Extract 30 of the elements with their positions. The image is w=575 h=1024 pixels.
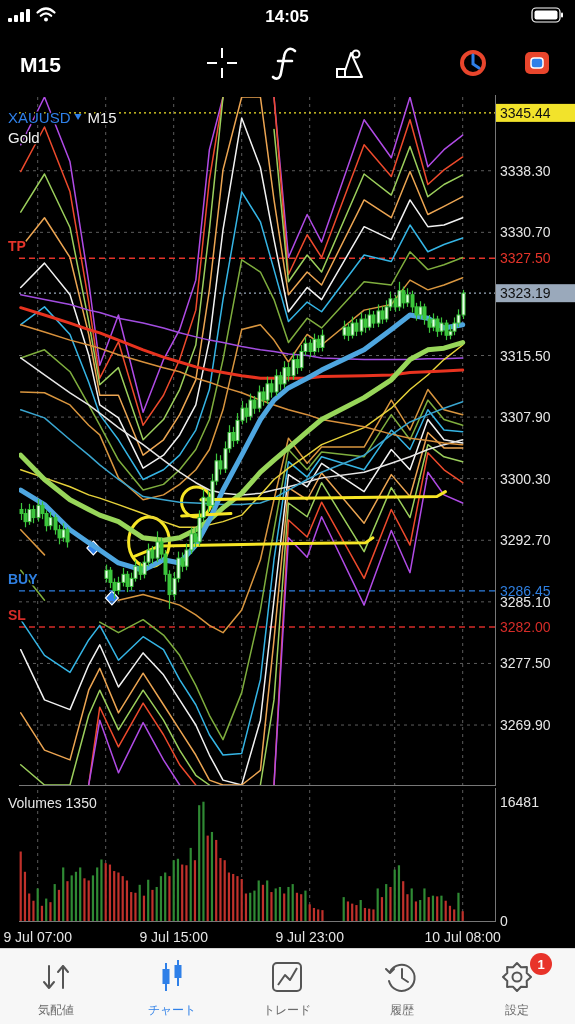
y-tick-label: 3307.90 <box>500 409 551 426</box>
text: 気配値 <box>38 1003 74 1017</box>
y-tick-label: 3277.50 <box>500 655 551 672</box>
ref-line-label: SL <box>8 606 27 623</box>
text: 1 <box>537 956 545 972</box>
x-tick-label: 9 Jul 07:00 <box>3 929 73 945</box>
y-tick-label: 3300.30 <box>500 470 551 487</box>
x-tick-label: 9 Jul 23:00 <box>275 929 345 945</box>
y-tick-label: 3282.00 <box>500 618 551 635</box>
x-tick-label: 9 Jul 15:00 <box>139 929 209 945</box>
text: チャート <box>148 1003 196 1017</box>
text: トレード <box>263 1003 311 1017</box>
y-tick-label: 3338.30 <box>500 162 551 179</box>
chart-title: Volumes 1350 <box>8 795 97 811</box>
ref-line-label: TP <box>8 238 26 255</box>
y-tick-label: 0 <box>500 913 508 929</box>
y-tick-label: 3315.50 <box>500 347 551 364</box>
x-tick-label: 10 Jul 08:00 <box>424 929 502 945</box>
y-tick-label: 3345.44 <box>500 104 551 121</box>
y-tick-label: 3323.19 <box>500 285 551 302</box>
y-tick-label: 3292.70 <box>500 532 551 549</box>
text: 履歴 <box>390 1003 414 1017</box>
text: 設定 <box>505 1003 529 1017</box>
y-tick-label: 3330.70 <box>500 224 551 241</box>
y-tick-label: 3269.90 <box>500 717 551 734</box>
text: M15 <box>20 52 62 76</box>
annotation: M15 <box>87 108 117 126</box>
y-tick-label: 16481 <box>500 793 540 810</box>
text: 14:05 <box>265 6 309 26</box>
y-tick-label: 3327.50 <box>500 250 551 267</box>
